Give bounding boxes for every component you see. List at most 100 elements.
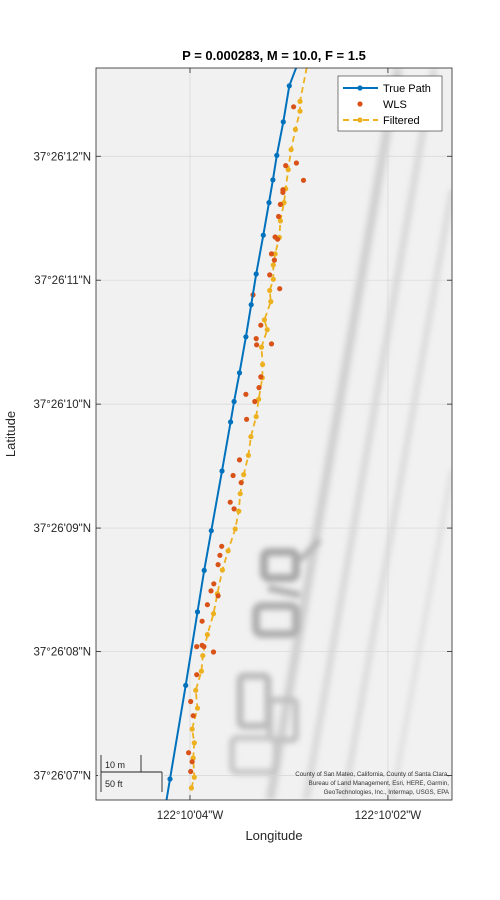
series-filtered: [188, 68, 309, 791]
data-point-wls: [268, 251, 275, 257]
data-point-true-path: [248, 302, 254, 308]
data-point-wls: [253, 336, 259, 342]
y-tick-label: 37°26'11"N: [34, 275, 91, 287]
y-tick-label: 37°26'07"N: [33, 770, 91, 782]
y-tick-label: 37°26'10"N: [33, 399, 91, 411]
data-point-filtered: [219, 567, 225, 573]
data-point-filtered: [245, 452, 251, 458]
legend-marker-true-path: [357, 85, 363, 91]
data-point-true-path: [159, 830, 164, 835]
data-point-wls: [190, 713, 196, 719]
data-point-wls: [199, 642, 205, 648]
data-point-true-path: [236, 370, 243, 376]
data-series: [159, 36, 310, 835]
map-attribution: County of San Mateo, California, County …: [295, 771, 450, 796]
x-tick-label: 122°10'02"W: [355, 810, 422, 822]
data-point-wls: [199, 618, 205, 624]
road-markings: [229, 68, 452, 800]
data-point-wls: [300, 177, 307, 183]
attribution-line-2: Bureau of Land Management, Esri, HERE, G…: [309, 780, 450, 787]
chart-title: P = 0.000283, M = 10.0, F = 1.5: [182, 48, 366, 63]
data-point-true-path: [243, 334, 249, 340]
data-point-wls: [208, 588, 214, 594]
data-point-wls: [230, 472, 236, 479]
data-point-wls: [256, 385, 262, 391]
legend-box: [337, 75, 443, 132]
data-point-wls: [243, 391, 249, 397]
data-point-filtered: [198, 668, 204, 674]
legend-item-wls: WLS: [357, 99, 407, 111]
data-point-wls: [277, 201, 283, 207]
data-point-wls: [231, 506, 237, 512]
data-point-wls: [238, 480, 244, 486]
data-point-wls: [291, 104, 297, 110]
axes-frame: [95, 67, 453, 801]
data-point-filtered: [193, 687, 199, 693]
series-true-path: [159, 36, 310, 835]
data-point-filtered: [232, 526, 238, 532]
legend-label-filtered: Filtered: [383, 115, 420, 127]
data-point-true-path: [228, 419, 234, 425]
data-point-wls: [252, 398, 258, 405]
data-point-true-path: [219, 468, 225, 474]
data-point-filtered: [270, 262, 276, 268]
attribution-line-1: County of San Mateo, California, County …: [295, 771, 449, 778]
legend-label-true-path: True Path: [383, 83, 431, 95]
y-tick-label: 37°26'12"N: [33, 151, 91, 163]
x-tick-label: 122°10'04"W: [157, 810, 224, 822]
data-point-filtered: [236, 508, 242, 514]
data-point-wls: [283, 163, 289, 169]
data-point-wls: [236, 457, 243, 463]
data-point-filtered: [272, 251, 278, 257]
data-point-wls: [219, 543, 225, 549]
data-point-filtered: [194, 705, 201, 711]
data-point-wls: [258, 374, 264, 380]
data-point-wls: [186, 750, 192, 756]
data-point-true-path: [167, 776, 173, 782]
data-point-true-path: [260, 232, 266, 238]
attribution-line-3: GeoTechnologies, Inc., Intermap, USGS, E…: [324, 789, 450, 796]
data-point-filtered: [225, 548, 231, 554]
x-axis-label: Longitude: [245, 828, 302, 843]
data-point-wls: [204, 602, 210, 608]
data-point-filtered: [188, 785, 194, 791]
data-point-filtered: [288, 147, 294, 153]
data-point-true-path: [231, 398, 237, 405]
data-point-wls: [211, 581, 217, 587]
data-point-filtered: [267, 287, 273, 294]
data-point-true-path: [305, 36, 310, 41]
legend-item-true-path: True Path: [343, 83, 431, 95]
y-axis-ticks: 37°26'07"N 37°26'08"N 37°26'09"N 37°26'10"N…: [33, 151, 452, 782]
data-point-filtered: [268, 299, 274, 305]
data-point-filtered: [191, 740, 197, 746]
data-point-filtered: [256, 396, 262, 402]
data-point-filtered: [210, 611, 217, 617]
legend-marker-wls: [357, 101, 363, 107]
data-point-filtered: [277, 218, 283, 224]
data-point-filtered: [189, 726, 195, 732]
data-point-filtered: [253, 414, 259, 420]
data-point-true-path: [280, 119, 286, 125]
data-point-true-path: [270, 177, 276, 183]
data-point-true-path: [208, 528, 214, 534]
data-point-filtered: [260, 361, 266, 368]
data-point-wls: [189, 759, 195, 765]
data-point-wls: [267, 272, 273, 278]
data-point-filtered: [297, 98, 303, 104]
data-point-filtered: [258, 344, 265, 350]
data-point-true-path: [194, 609, 201, 615]
legend: True Path WLS Filtered: [337, 75, 443, 132]
data-point-wls: [268, 341, 275, 347]
data-point-filtered: [200, 653, 206, 659]
y-axis-label: Latitude: [3, 411, 18, 457]
y-tick-label: 37°26'08"N: [33, 647, 91, 659]
data-point-filtered: [270, 276, 276, 282]
data-point-wls: [293, 160, 299, 166]
data-point-filtered: [264, 327, 270, 333]
data-point-filtered: [241, 472, 247, 478]
data-point-wls: [276, 213, 282, 220]
data-point-true-path: [274, 152, 280, 158]
data-point-wls: [272, 234, 278, 240]
data-point-true-path: [201, 567, 207, 574]
